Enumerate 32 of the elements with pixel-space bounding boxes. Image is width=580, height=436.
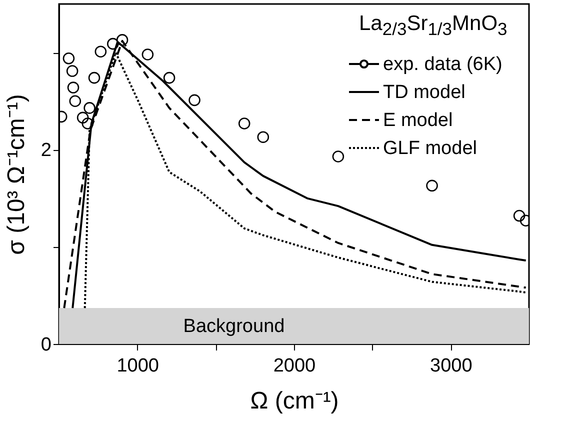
legend-label: TD model — [383, 82, 466, 103]
point — [69, 95, 82, 108]
point — [82, 118, 94, 130]
point — [76, 112, 89, 124]
y-tick-label: 2 — [40, 140, 52, 162]
legend-label: GLF model — [383, 138, 477, 159]
point — [94, 46, 107, 58]
x-tick-label: 1000 — [116, 356, 159, 376]
legend-title: La$_{2/3}$Sr$_{1/3}$MnO$_{3}$ — [359, 12, 508, 40]
point — [84, 102, 96, 114]
point — [107, 38, 119, 50]
x-axis-title: Ω (cm⁻¹) — [250, 388, 339, 414]
point — [332, 150, 344, 162]
legend-label: E model — [383, 110, 453, 131]
point — [513, 210, 526, 222]
legend-label: exp. data (6K) — [383, 54, 502, 75]
point — [188, 94, 200, 106]
x-tick-label: 3000 — [430, 356, 472, 376]
point — [426, 180, 438, 192]
point — [163, 72, 176, 84]
point — [238, 118, 250, 130]
band-label: Background — [183, 316, 285, 338]
point — [66, 65, 78, 77]
point — [116, 34, 128, 46]
y-tick-label: 0 — [40, 334, 52, 356]
point — [88, 72, 100, 84]
point — [257, 131, 270, 143]
point — [62, 52, 75, 64]
point — [142, 48, 154, 60]
x-tick-label: 2000 — [273, 356, 316, 376]
y-axis-title: σ (10³ Ω⁻¹cm⁻¹) — [2, 94, 30, 255]
point — [67, 82, 80, 94]
